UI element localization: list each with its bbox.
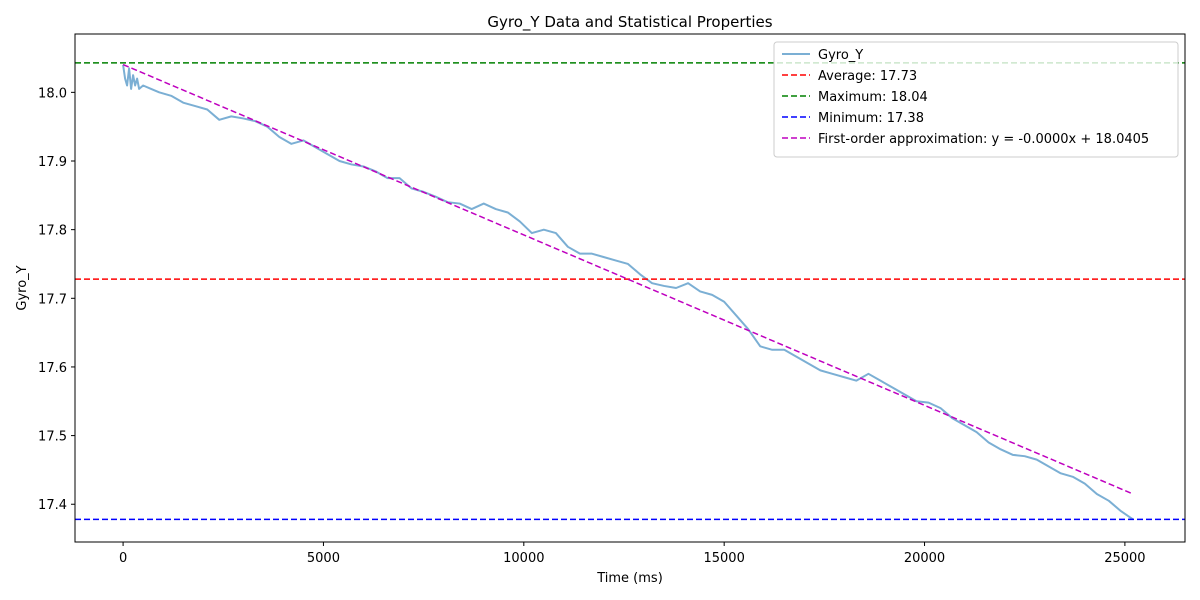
x-tick-label: 15000 (703, 551, 744, 566)
x-axis-label: Time (ms) (596, 571, 663, 586)
x-tick-label: 5000 (307, 551, 340, 566)
x-tick-label: 25000 (1104, 551, 1145, 566)
y-tick-label: 18.0 (38, 86, 67, 101)
legend-box (773, 41, 1179, 158)
x-tick-label: 10000 (503, 551, 544, 566)
legend: Gyro_Y Average: 17.73 Maximum: 18.04 Minimu… (773, 41, 1179, 158)
y-axis-label: Gyro_Y (15, 265, 30, 310)
legend-entry: Gyro_Y (818, 48, 863, 63)
y-tick-label: 17.5 (38, 430, 67, 445)
y-tick-label: 17.9 (38, 155, 67, 170)
chart-title: Gyro_Y Data and Statistical Properties (487, 13, 772, 32)
plot-frame (74, 33, 1186, 543)
y-tick-label: 17.4 (38, 498, 67, 513)
x-tick-label: 0 (119, 551, 127, 566)
plot-area (75, 62, 1185, 521)
series-line-5 (122, 63, 1134, 495)
x-axis: 0 5000 10000 15000 20000 25000 (119, 542, 1146, 566)
y-tick-label: 17.7 (38, 292, 67, 307)
x-tick-label: 20000 (904, 551, 945, 566)
y-tick-label: 17.6 (38, 361, 67, 376)
y-tick-label: 17.8 (38, 224, 67, 239)
y-axis: 17.4 17.5 17.6 17.7 17.8 17.9 18.0 (38, 86, 75, 513)
legend-entry: Average: 17.73 (818, 69, 917, 84)
legend-entry: First-order approximation: y = -0.0000x … (818, 132, 1149, 147)
legend-entry: Minimum: 17.38 (818, 111, 924, 126)
legend-entry: Maximum: 18.04 (818, 90, 928, 105)
